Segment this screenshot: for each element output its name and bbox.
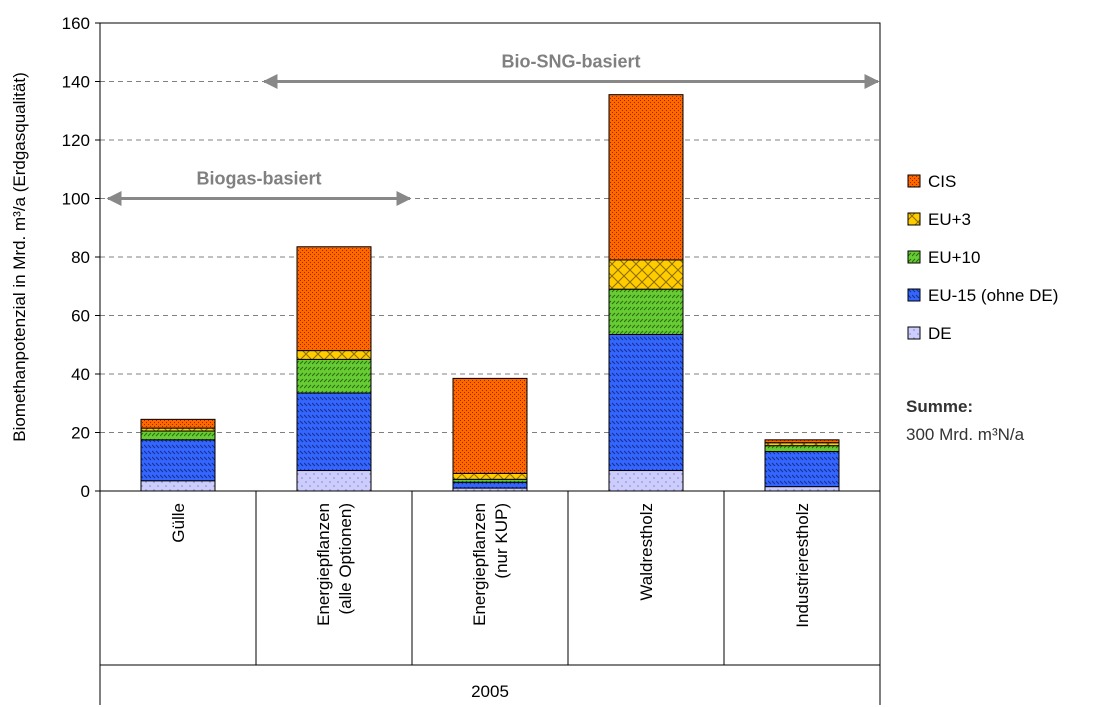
legend-swatch xyxy=(907,212,921,226)
y-tick-label: 120 xyxy=(62,131,90,150)
bar-segment xyxy=(296,358,372,394)
bar-segment xyxy=(296,392,372,472)
bar-segment xyxy=(764,486,840,492)
bar-segment xyxy=(608,259,684,290)
axes: 0 20 40 60 80 100 120 140 160 Biomethanpotenzial … xyxy=(10,14,881,705)
legend-label: DE xyxy=(928,324,952,343)
annotations: Bio-SNG-basiert Biogas-basiert xyxy=(106,52,880,206)
y-tick-label: 60 xyxy=(71,307,90,326)
bar-segment xyxy=(608,470,684,492)
y-tick-label: 80 xyxy=(71,248,90,267)
legend-label: EU-15 (ohne DE) xyxy=(928,286,1058,305)
bar-segment xyxy=(452,472,528,480)
bar-segment xyxy=(608,334,684,472)
y-axis-label: Biomethanpotenzial in Mrd. m³/a (Erdgasq… xyxy=(10,72,29,441)
bar-segment xyxy=(764,439,840,444)
bar-segment xyxy=(296,350,372,360)
x-category-label: Industrierestholz xyxy=(793,503,812,628)
x-category-label: Energiepflanzen xyxy=(314,503,333,626)
bars xyxy=(140,94,840,492)
y-tick-label: 40 xyxy=(71,365,90,384)
legend-swatch xyxy=(907,288,921,302)
bar-segment xyxy=(296,470,372,492)
x-category-label: (alle Optionen) xyxy=(336,503,355,615)
y-tick-label: 20 xyxy=(71,424,90,443)
bar-segment xyxy=(140,418,216,429)
legend-label: CIS xyxy=(928,172,956,191)
x-category-label: (nur KUP) xyxy=(492,503,511,579)
bar-segment xyxy=(452,481,528,489)
legend-swatch xyxy=(907,250,921,264)
bar-segment xyxy=(140,430,216,441)
bar-segment xyxy=(764,445,840,453)
bar-segment xyxy=(140,439,216,482)
x-category-label: Gülle xyxy=(169,503,188,543)
legend-swatch xyxy=(907,326,921,340)
sum-value: 300 Mrd. m³N/a xyxy=(906,425,1025,444)
legend-label: EU+10 xyxy=(928,248,980,267)
legend: CIS EU+3 EU+10 EU-15 (ohne DE) DE Summe: 300 M… xyxy=(906,172,1058,444)
sum-label: Summe: xyxy=(906,397,973,416)
y-tick-label: 100 xyxy=(62,190,90,209)
bar-segment xyxy=(296,246,372,352)
x-group-label: 2005 xyxy=(471,682,509,701)
x-category-label: Waldrestholz xyxy=(637,503,656,601)
bar-segment xyxy=(608,288,684,336)
bar-segment xyxy=(608,94,684,261)
x-category-label: Energiepflanzen xyxy=(470,503,489,626)
annotation-label: Bio-SNG-basiert xyxy=(501,52,640,72)
bar-segment xyxy=(764,451,840,488)
y-tick-label: 160 xyxy=(62,14,90,33)
annotation-label: Biogas-basiert xyxy=(196,169,321,189)
bar-segment xyxy=(140,480,216,492)
legend-label: EU+3 xyxy=(928,210,971,229)
y-tick-label: 0 xyxy=(81,482,90,501)
bar-segment xyxy=(452,377,528,474)
y-tick-label: 140 xyxy=(62,73,90,92)
legend-swatch xyxy=(907,174,921,188)
